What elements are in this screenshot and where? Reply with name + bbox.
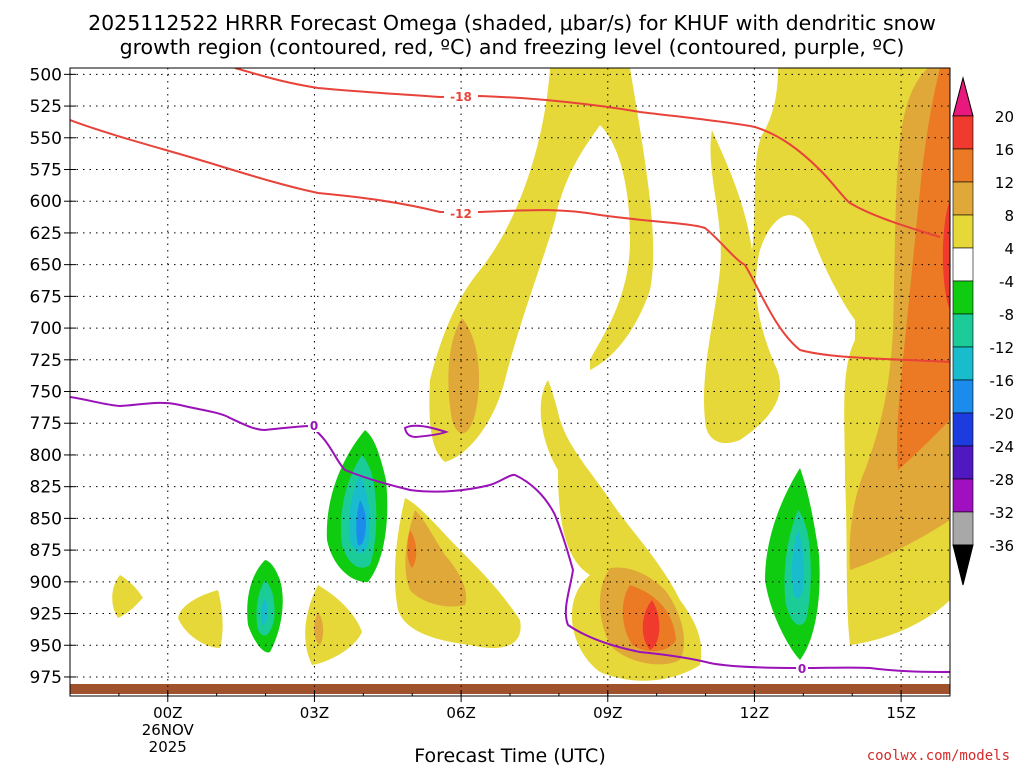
- time-tick-label: 00Z: [153, 704, 182, 722]
- credit-text: coolwx.com/models: [867, 748, 1010, 764]
- freezing-level-line: [70, 396, 950, 673]
- dgz-contours: [70, 68, 950, 363]
- dgz-lower-label: -12: [450, 207, 472, 221]
- chart-title-line-2: growth region (contoured, red, ºC) and f…: [120, 35, 905, 59]
- x-axis-label: Forecast Time (UTC): [414, 745, 605, 767]
- pressure-tick-label: 600: [30, 192, 62, 212]
- colorbar-swatch: [952, 313, 974, 348]
- pressure-tick-label: 575: [30, 160, 62, 180]
- pressure-tick-label: 875: [30, 541, 62, 561]
- omega-area-small-3: [305, 585, 362, 665]
- contour-labels: -18 -12 0 0: [308, 89, 808, 676]
- pressure-tick-label: 825: [30, 478, 62, 498]
- colorbar: 20 16 12 8 4 -4 -8 -12 -16 -20 -24 -28 -32 -36: [952, 76, 1015, 586]
- omega-area-cyan-2: [260, 598, 268, 626]
- ground-surface: [70, 684, 950, 694]
- chart-title-line-1: 2025112522 HRRR Forecast Omega (shaded, …: [88, 11, 936, 35]
- omega-area-cyan-3: [791, 530, 805, 599]
- colorbar-swatch: [952, 412, 974, 447]
- freezing-level-loop: [403, 424, 449, 439]
- pressure-tick-label: 650: [30, 256, 62, 276]
- pressure-tick-label: 975: [30, 668, 62, 688]
- time-tick-label: 06Z: [446, 704, 475, 722]
- pressure-tick-label: 925: [30, 605, 62, 625]
- time-tick-label: 03Z: [300, 704, 329, 722]
- colorbar-tick-label: -28: [990, 471, 1015, 489]
- colorbar-swatch: [952, 214, 974, 249]
- freezing-label-1: 0: [310, 419, 318, 433]
- pressure-tick-label: 800: [30, 446, 62, 466]
- dgz-contour-lower: [70, 119, 950, 363]
- colorbar-swatch: [952, 247, 974, 282]
- pressure-tick-label: 725: [30, 351, 62, 371]
- colorbar-tick-label: -36: [990, 537, 1015, 555]
- colorbar-swatch: [952, 379, 974, 414]
- dgz-upper-label: -18: [450, 90, 472, 104]
- colorbar-tick-label: -12: [990, 339, 1015, 357]
- omega-shading: [112, 68, 950, 681]
- omega-area-small-2: [178, 590, 223, 648]
- colorbar-tick-label: -16: [990, 372, 1015, 390]
- pressure-tick-label: 775: [30, 414, 62, 434]
- pressure-tick-label: 750: [30, 383, 62, 403]
- pressure-tick-label: 900: [30, 573, 62, 593]
- date-label: 26NOV: [142, 721, 195, 739]
- omega-area-red-1: [642, 600, 660, 650]
- omega-area-orange-1: [407, 530, 417, 568]
- time-gridlines: [167, 68, 902, 696]
- colorbar-swatch: [952, 478, 974, 513]
- colorbar-tick-label: 4: [1004, 240, 1014, 258]
- colorbar-swatch: [952, 445, 974, 480]
- colorbar-tick-label: -32: [990, 504, 1015, 522]
- omega-area-upper-band: [429, 68, 654, 462]
- omega-area-blue-1: [356, 500, 366, 546]
- omega-area-tan-1: [448, 318, 480, 434]
- colorbar-swatch: [952, 115, 974, 150]
- colorbar-top-arrow: [952, 76, 974, 117]
- freezing-label-2: 0: [798, 662, 806, 676]
- colorbar-tick-label: 12: [995, 174, 1014, 192]
- dgz-contour-upper: [234, 68, 941, 238]
- colorbar-bottom-arrow: [952, 544, 974, 586]
- colorbar-tick-label: -4: [999, 273, 1014, 291]
- time-tick-label: 12Z: [740, 704, 769, 722]
- pressure-tick-label: 625: [30, 224, 62, 244]
- colorbar-swatch: [952, 148, 974, 183]
- colorbar-tick-label: -24: [990, 438, 1015, 456]
- omega-area-tan-4: [314, 612, 324, 645]
- colorbar-tick-label: -20: [990, 405, 1015, 423]
- colorbar-tick-label: 20: [995, 108, 1014, 126]
- pressure-tick-label: 525: [30, 97, 62, 117]
- omega-area-small-1: [112, 575, 143, 618]
- pressure-tick-label: 950: [30, 636, 62, 656]
- colorbar-swatch: [952, 511, 974, 546]
- pressure-tick-label: 550: [30, 129, 62, 149]
- colorbar-tick-label: 8: [1004, 207, 1014, 225]
- colorbar-swatch: [952, 181, 974, 216]
- omega-area-red-2: [942, 200, 950, 310]
- colorbar-swatch: [952, 280, 974, 315]
- pressure-tick-label: 700: [30, 319, 62, 339]
- pressure-tick-label: 675: [30, 287, 62, 307]
- colorbar-tick-label: -8: [999, 306, 1014, 324]
- pressure-tick-label: 850: [30, 509, 62, 529]
- freezing-level-contours: [70, 396, 950, 673]
- omega-area-orange-3: [897, 68, 950, 470]
- pressure-axis: 500 525 550 575 600 625 650 675 700 725 750 775 800 8…: [30, 65, 76, 688]
- colorbar-tick-label: 16: [995, 141, 1014, 159]
- time-tick-label: 09Z: [593, 704, 622, 722]
- pressure-tick-label: 500: [30, 65, 62, 85]
- year-label: 2025: [149, 738, 187, 756]
- omega-area-tan-2: [405, 510, 467, 607]
- time-tick-label: 15Z: [886, 704, 915, 722]
- colorbar-swatch: [952, 346, 974, 381]
